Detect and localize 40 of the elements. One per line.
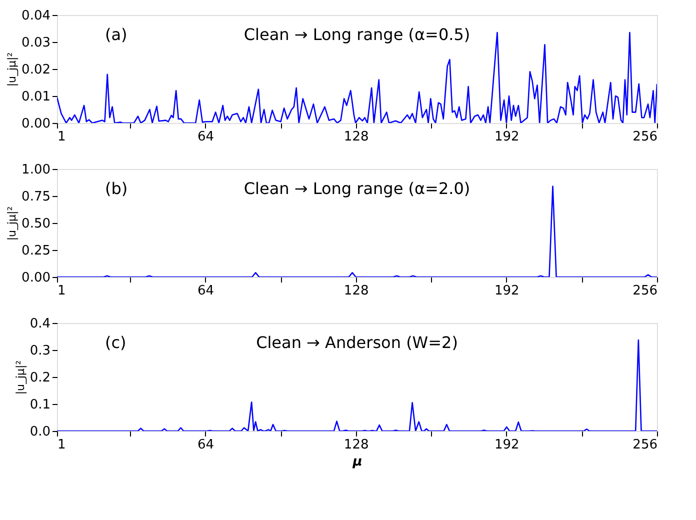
text: Clean → Long range (α=0.5)	[244, 25, 470, 44]
y-tick-label: 0.2	[30, 370, 50, 386]
y-tick-label: 0.25	[22, 244, 50, 258]
y-tick-label: 0.02	[22, 62, 50, 78]
x-tick-label: 1	[58, 284, 66, 298]
x-tick-label: 1	[58, 130, 66, 144]
y-axis-title: |u_jμ|²	[6, 52, 19, 87]
x-tick-label: 192	[494, 130, 520, 144]
x-tick-label: 192	[494, 284, 520, 298]
y-tick-label: 0.04	[22, 8, 50, 24]
y-tick-label: 0.50	[22, 216, 50, 232]
y-tick-label: 1.00	[22, 162, 50, 178]
y-tick-label: 0.3	[30, 344, 50, 358]
y-tick-label: 0.00	[22, 116, 50, 132]
x-tick-label: 1	[58, 438, 66, 452]
text: Clean → Anderson (W=2)	[256, 333, 458, 352]
x-axis-title: μ	[352, 454, 362, 470]
x-tick-label: 256	[632, 284, 658, 298]
x-tick-label: 192	[494, 438, 520, 452]
y-tick-label: 0.4	[30, 316, 50, 332]
y-tick-label: 0.75	[22, 190, 50, 204]
x-tick-label: 64	[197, 130, 214, 144]
y-tick-label: 0.00	[22, 270, 50, 286]
x-tick-label: 256	[632, 438, 658, 452]
annotation: (b)	[105, 179, 128, 198]
y-tick-label: 0.01	[22, 90, 50, 104]
x-tick-label: 256	[632, 130, 658, 144]
annotation: (a)	[105, 25, 128, 44]
x-tick-label: 128	[344, 438, 369, 452]
x-tick-label: 64	[197, 284, 214, 298]
x-tick-label: 64	[197, 438, 214, 452]
y-tick-label: 0.03	[22, 36, 50, 50]
x-tick-label: 128	[344, 284, 369, 298]
y-tick-label: 0.0	[30, 424, 50, 440]
x-tick-label: 128	[344, 130, 369, 144]
annotation: (c)	[105, 333, 126, 352]
text: Clean → Long range (α=2.0)	[244, 179, 470, 198]
y-axis-title: |u_jμ|²	[14, 360, 27, 395]
y-axis-title: |u_jμ|²	[6, 206, 19, 241]
y-tick-label: 0.1	[30, 398, 50, 412]
